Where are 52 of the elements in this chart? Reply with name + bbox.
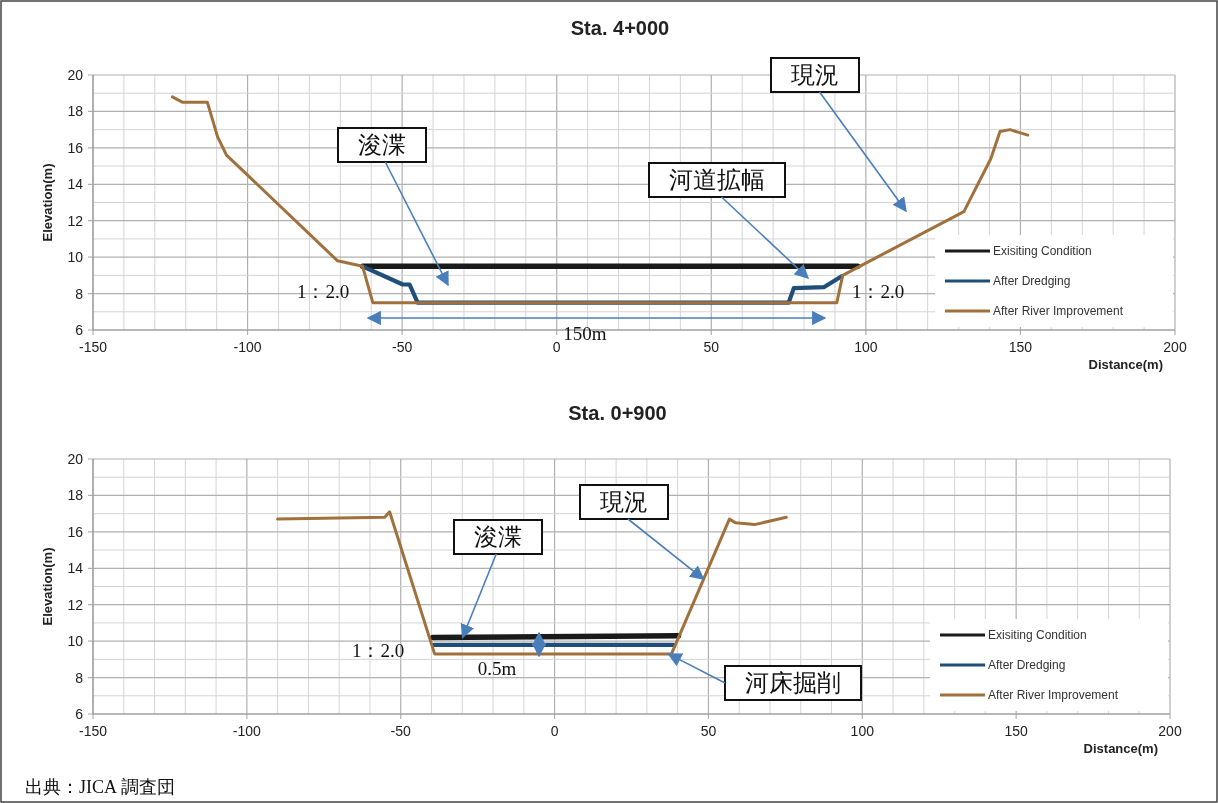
x-axis-title: Distance(m) bbox=[1083, 741, 1158, 756]
x-axis-title: Distance(m) bbox=[1088, 357, 1163, 372]
x-tick-label: 100 bbox=[854, 339, 878, 355]
x-tick-label: -150 bbox=[78, 723, 108, 739]
y-tick-label: 14 bbox=[67, 560, 84, 577]
annotation: 現況 bbox=[600, 489, 648, 516]
y-tick-label: 18 bbox=[67, 487, 84, 504]
y-tick-label: 6 bbox=[75, 322, 84, 338]
legend-label: After River Improvement bbox=[988, 688, 1119, 702]
legend-label: Exisiting Condition bbox=[993, 244, 1092, 258]
chart-title: Sta. 4+000 bbox=[570, 17, 670, 39]
x-tick-label: -50 bbox=[392, 339, 413, 355]
y-tick-label: 10 bbox=[67, 249, 84, 266]
x-tick-label: -150 bbox=[78, 339, 108, 355]
x-tick-label: -100 bbox=[233, 339, 262, 355]
x-tick-label: 200 bbox=[1163, 339, 1187, 355]
x-tick-label: 50 bbox=[700, 723, 717, 739]
y-tick-label: 8 bbox=[75, 669, 84, 686]
y-tick-label: 8 bbox=[75, 285, 84, 302]
y-tick-label: 12 bbox=[67, 596, 84, 613]
legend-label: After River Improvement bbox=[993, 304, 1124, 318]
y-axis-title: Elevation(m) bbox=[40, 547, 55, 626]
y-axis-title: Elevation(m) bbox=[40, 163, 55, 242]
legend-label: After Dredging bbox=[993, 274, 1071, 288]
y-tick-label: 6 bbox=[75, 706, 84, 722]
x-tick-label: -50 bbox=[390, 723, 412, 739]
y-tick-label: 18 bbox=[67, 103, 84, 120]
annotation: 現況 bbox=[791, 62, 839, 89]
x-tick-label: 50 bbox=[703, 339, 720, 355]
y-tick-label: 10 bbox=[67, 633, 84, 650]
x-tick-label: 200 bbox=[1158, 723, 1182, 739]
x-tick-label: 0 bbox=[552, 339, 561, 355]
y-tick-label: 14 bbox=[67, 176, 84, 193]
annotation: 河道拡幅 bbox=[669, 167, 765, 194]
x-tick-label: 150 bbox=[1004, 723, 1029, 739]
y-tick-label: 20 bbox=[67, 451, 84, 467]
legend-label: Exisiting Condition bbox=[988, 628, 1087, 642]
y-tick-label: 12 bbox=[67, 212, 84, 229]
x-tick-label: 0 bbox=[550, 723, 559, 739]
annotation: 河床掘削 bbox=[745, 670, 841, 697]
annotation: 150m bbox=[563, 322, 607, 344]
y-tick-label: 16 bbox=[67, 523, 84, 540]
x-tick-label: 100 bbox=[850, 723, 875, 739]
chart-title: Sta. 0+900 bbox=[568, 402, 667, 424]
x-tick-label: -100 bbox=[232, 723, 262, 739]
annotation: 0.5m bbox=[477, 657, 517, 679]
legend-label: After Dredging bbox=[988, 658, 1066, 672]
x-tick-label: 150 bbox=[1008, 339, 1033, 355]
y-tick-label: 16 bbox=[67, 139, 84, 156]
annotation: 浚渫 bbox=[474, 524, 522, 551]
y-tick-label: 20 bbox=[67, 67, 84, 83]
annotation: 浚渫 bbox=[358, 132, 406, 159]
